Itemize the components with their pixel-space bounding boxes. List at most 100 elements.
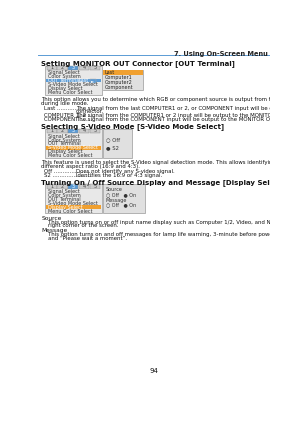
Text: Identifies the 16:9 or 4:3 signal.: Identifies the 16:9 or 4:3 signal. (76, 173, 163, 178)
Text: COMPUTER 1, 2 ....: COMPUTER 1, 2 .... (44, 113, 94, 118)
Bar (46, 83, 101, 86)
Text: OUT Terminal: OUT Terminal (48, 142, 80, 146)
Bar (90, 184, 100, 189)
Bar (45, 66, 102, 95)
Text: Off ......................: Off ...................... (44, 169, 92, 174)
Bar (46, 134, 101, 138)
Bar (103, 75, 142, 80)
Text: Turning On / Off Source Display and Message [Display Select]: Turning On / Off Source Display and Mess… (41, 179, 286, 186)
Bar (68, 128, 79, 133)
Text: and “Please wait a moment”.: and “Please wait a moment”. (41, 236, 128, 241)
Bar (46, 150, 101, 153)
Text: ○ Off   ● On: ○ Off ● On (106, 203, 136, 208)
Text: Color System: Color System (48, 193, 80, 198)
Bar (68, 66, 79, 70)
Text: Display Select: Display Select (48, 149, 82, 154)
Text: Does not identify any S-video signal.: Does not identify any S-video signal. (76, 169, 175, 174)
Text: Last: Last (105, 70, 115, 75)
Bar (45, 184, 102, 213)
Text: Selecting S-Video Mode [S-Video Mode Select]: Selecting S-Video Mode [S-Video Mode Sel… (41, 123, 224, 130)
Text: ○ Off   ● On: ○ Off ● On (106, 192, 136, 197)
Bar (45, 128, 102, 158)
Text: Menu Color Select: Menu Color Select (48, 209, 92, 214)
Text: Computer1: Computer1 (105, 75, 133, 80)
Text: This option allows you to determine which RGB or component source is output from: This option allows you to determine whic… (41, 97, 300, 102)
Text: The signal from the COMPONENT input will be output to the MONITOR OUT connector.: The signal from the COMPONENT input will… (76, 117, 300, 122)
Bar (103, 85, 142, 90)
Text: different aspect ratio (16:9 and 4:3).: different aspect ratio (16:9 and 4:3). (41, 164, 140, 169)
Bar (46, 154, 101, 158)
Bar (103, 184, 145, 213)
Text: Signal Select: Signal Select (48, 134, 79, 139)
Text: Menu Color Select: Menu Color Select (48, 153, 92, 159)
Bar (46, 193, 101, 197)
Bar (46, 198, 101, 201)
Text: during Idle mode.: during Idle mode. (41, 101, 89, 106)
Text: 4: 4 (82, 65, 85, 70)
Bar (79, 128, 89, 133)
Text: Signal Select: Signal Select (48, 189, 79, 194)
Text: Setting MONITOR OUT Connector [OUT Terminal]: Setting MONITOR OUT Connector [OUT Termi… (41, 60, 235, 67)
Bar (46, 142, 101, 145)
Text: Menu Color Select: Menu Color Select (48, 90, 92, 95)
Bar (47, 66, 57, 70)
Text: S-Video Mode Select: S-Video Mode Select (48, 82, 98, 87)
Text: ○ Off: ○ Off (106, 137, 120, 142)
Text: ►: ► (91, 79, 94, 83)
Bar (79, 66, 89, 70)
Bar (46, 71, 101, 75)
Text: 5: 5 (93, 184, 96, 189)
Text: 1: 1 (50, 65, 53, 70)
Text: OUT Terminal: OUT Terminal (48, 78, 80, 84)
Bar (46, 75, 101, 78)
Text: 4: 4 (82, 128, 85, 134)
Bar (46, 138, 101, 142)
Bar (47, 128, 57, 133)
Text: Last ....................: Last .................... (44, 106, 92, 111)
Text: Source: Source (41, 216, 62, 220)
Text: The signal from the last COMPUTER1 or 2, or COMPONENT input will be output to th: The signal from the last COMPUTER1 or 2,… (76, 106, 300, 111)
Bar (90, 79, 96, 83)
Text: Component: Component (105, 85, 134, 90)
Text: Display Select: Display Select (48, 86, 82, 91)
Bar (103, 128, 132, 158)
Text: 5: 5 (93, 65, 96, 70)
Text: OUT Terminal: OUT Terminal (48, 197, 80, 202)
Bar (46, 201, 101, 205)
Bar (58, 66, 68, 70)
Text: S-Video Mode Select: S-Video Mode Select (48, 201, 98, 206)
Text: 1: 1 (50, 128, 53, 134)
Text: 2: 2 (61, 128, 64, 134)
Text: S2 .......................: S2 ....................... (44, 173, 92, 178)
Bar (68, 184, 79, 189)
Bar (103, 80, 142, 85)
Text: 3: 3 (72, 65, 75, 70)
Text: 3: 3 (72, 184, 75, 189)
Bar (46, 209, 101, 213)
Bar (46, 205, 101, 209)
Text: Computer2: Computer2 (105, 80, 133, 85)
Text: 3: 3 (72, 128, 75, 134)
Text: 4: 4 (82, 184, 85, 189)
Text: 7. Using On-Screen Menu: 7. Using On-Screen Menu (174, 51, 268, 57)
Bar (46, 146, 101, 150)
Text: S-Video Mode Select: S-Video Mode Select (48, 145, 98, 151)
Text: This option turns on or off input name display such as Computer 1/2, Video, and : This option turns on or off input name d… (41, 220, 300, 225)
Text: connector.: connector. (76, 109, 104, 114)
Text: 2: 2 (61, 184, 64, 189)
Text: 1: 1 (50, 184, 53, 189)
Bar (90, 128, 100, 133)
Bar (46, 91, 101, 95)
Text: COMPONENT ........: COMPONENT ........ (44, 117, 94, 122)
Bar (46, 79, 101, 82)
Bar (58, 128, 68, 133)
Bar (103, 70, 143, 90)
Text: right corner of the screen.: right corner of the screen. (41, 223, 119, 229)
Text: Color System: Color System (48, 137, 80, 142)
Text: This option turns on and off messages for lamp life warning, 3-minute before pow: This option turns on and off messages fo… (41, 232, 300, 237)
Text: Source: Source (106, 187, 123, 192)
Text: 2: 2 (61, 65, 64, 70)
Text: Signal Select: Signal Select (48, 70, 79, 75)
Text: This feature is used to select the S-Video signal detection mode. This allows id: This feature is used to select the S-Vid… (41, 160, 300, 165)
Bar (47, 184, 57, 189)
